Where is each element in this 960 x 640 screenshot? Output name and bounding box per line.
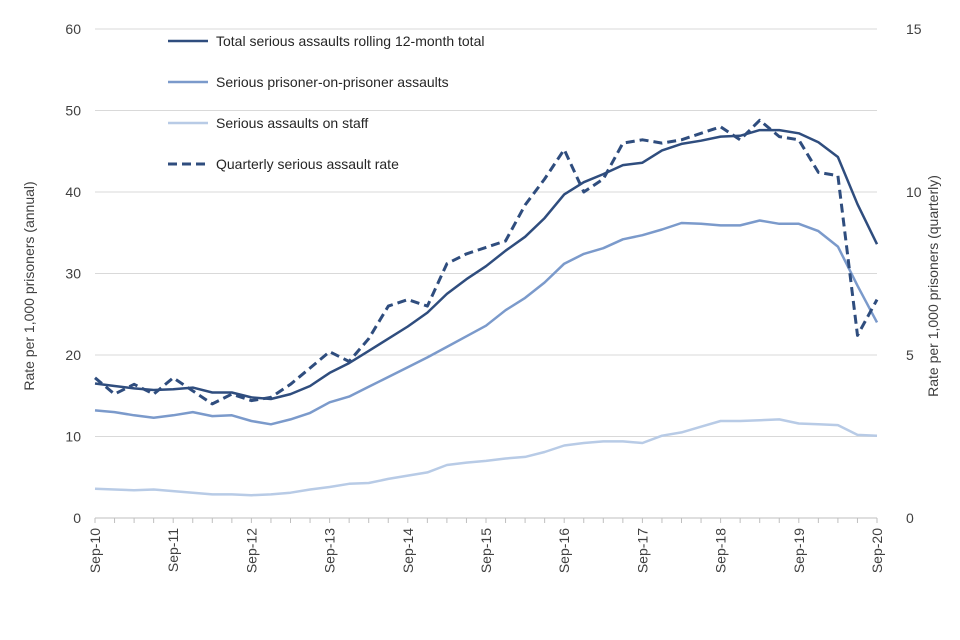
x-tick-label: Sep-13 xyxy=(322,528,338,573)
x-tick-label: Sep-12 xyxy=(243,528,259,573)
x-tick-label: Sep-16 xyxy=(556,528,572,573)
y-tick-label-left: 10 xyxy=(65,429,81,445)
y-tick-label-right: 15 xyxy=(906,21,922,37)
y-tick-label-right: 10 xyxy=(906,184,922,200)
x-tick-label: Sep-14 xyxy=(400,528,416,573)
legend-label-4: Quarterly serious assault rate xyxy=(216,156,399,172)
x-tick-label: Sep-15 xyxy=(478,528,494,573)
series-line-4 xyxy=(94,118,879,406)
y-tick-label-right: 5 xyxy=(906,347,914,363)
legend-label-3: Serious assaults on staff xyxy=(216,115,368,131)
y-tick-label-right: 0 xyxy=(906,510,914,526)
gridlines xyxy=(95,28,877,437)
y-tick-label-left: 20 xyxy=(65,347,81,363)
tick-labels: 0 10 20 30 40 50 60 0 5 10 15 Sep-10 Sep-11 Sep-12 Sep… xyxy=(65,21,921,573)
x-tick-label: Sep-20 xyxy=(869,528,885,573)
x-tick-label: Sep-18 xyxy=(713,528,729,573)
y-tick-label-left: 50 xyxy=(65,103,81,119)
y-tick-label-left: 0 xyxy=(73,510,81,526)
legend-label-1: Total serious assaults rolling 12-month … xyxy=(216,33,484,49)
series-lines xyxy=(94,118,879,497)
x-tick-label: Sep-10 xyxy=(87,528,103,573)
y-axis-title-right: Rate per 1,000 prisoners (quarterly) xyxy=(925,175,941,397)
series-line-2 xyxy=(94,219,879,426)
x-tick-label: Sep-11 xyxy=(165,528,181,572)
series-line-3 xyxy=(94,418,878,497)
legend: Total serious assaults rolling 12-month … xyxy=(168,33,484,172)
y-tick-label-left: 40 xyxy=(65,184,81,200)
series-line-1 xyxy=(94,128,879,401)
y-axis-title-left: Rate per 1,000 prisoners (annual) xyxy=(21,181,37,390)
x-tick-label: Sep-17 xyxy=(634,528,650,573)
legend-label-2: Serious prisoner-on-prisoner assaults xyxy=(216,74,449,90)
y-tick-label-left: 60 xyxy=(65,21,81,37)
y-tick-label-left: 30 xyxy=(65,266,81,282)
axes xyxy=(94,517,878,523)
x-tick-label: Sep-19 xyxy=(791,528,807,573)
